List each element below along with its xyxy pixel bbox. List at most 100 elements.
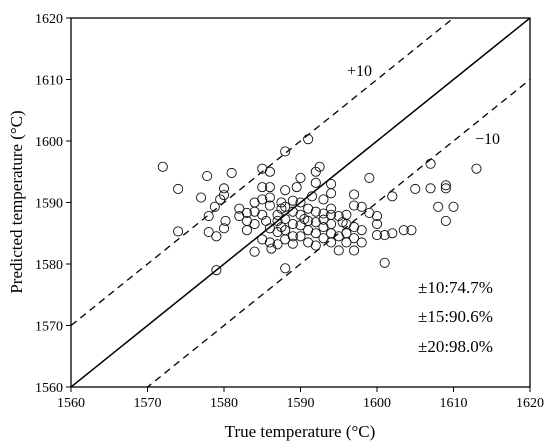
data-point	[173, 183, 184, 195]
data-point	[410, 183, 421, 195]
data-point	[173, 226, 184, 237]
data-point	[295, 231, 306, 242]
data-point	[425, 158, 436, 169]
data-point	[440, 180, 451, 191]
data-point	[218, 190, 230, 201]
data-point	[348, 189, 360, 200]
data-point	[356, 237, 367, 248]
data-point	[356, 201, 367, 212]
data-point	[295, 220, 306, 231]
data-point	[280, 146, 291, 157]
x-tick-label: 1580	[210, 396, 238, 411]
x-tick-label: 1610	[440, 396, 468, 411]
y-tick-label: 1600	[35, 135, 63, 150]
data-point	[440, 183, 451, 194]
data-point	[303, 134, 314, 145]
data-point	[280, 201, 291, 212]
x-tick-label: 1600	[363, 396, 391, 411]
data-point	[226, 167, 237, 179]
data-point	[425, 183, 436, 194]
data-point	[195, 192, 207, 203]
data-point	[266, 243, 277, 254]
data-point	[310, 217, 321, 228]
data-point	[348, 233, 360, 244]
data-point	[220, 215, 231, 226]
data-point	[379, 230, 390, 241]
y-tick-label: 1560	[35, 381, 63, 396]
y-axis-ticks: 1560 1570 1580 1590 1600 1610 1620	[35, 12, 71, 396]
reference-line-plus-10	[71, 18, 455, 327]
data-point	[310, 206, 321, 217]
data-point	[318, 214, 329, 225]
annotation-minus-10: −10	[475, 131, 500, 148]
data-point	[218, 223, 230, 234]
data-point	[371, 218, 383, 230]
data-point	[356, 225, 367, 236]
data-point	[448, 201, 459, 212]
data-point	[295, 197, 306, 208]
data-point	[203, 226, 214, 238]
data-point	[295, 172, 306, 183]
y-tick-label: 1610	[35, 74, 63, 89]
data-point	[314, 161, 325, 172]
annotation-plus-10: +10	[347, 63, 372, 80]
reference-line-identity	[71, 18, 530, 387]
data-point	[257, 182, 268, 193]
data-point	[306, 191, 318, 202]
data-point	[333, 245, 344, 256]
reference-lines	[71, 18, 530, 387]
data-point	[241, 225, 252, 236]
data-point	[318, 233, 329, 244]
data-point	[234, 203, 245, 214]
stat-line-15: ±15:90.6%	[418, 307, 493, 326]
data-point	[318, 208, 329, 219]
data-point	[433, 201, 444, 212]
data-point	[348, 245, 360, 256]
data-point	[387, 228, 398, 239]
x-tick-label: 1620	[516, 396, 544, 411]
data-point	[241, 207, 252, 219]
y-tick-label: 1570	[35, 320, 63, 335]
data-point	[371, 230, 383, 241]
y-tick-label: 1590	[35, 197, 63, 212]
data-point	[371, 210, 383, 222]
data-point	[257, 209, 268, 220]
data-point	[264, 237, 275, 248]
data-point	[310, 240, 321, 251]
data-point	[211, 231, 222, 242]
data-point	[333, 210, 344, 222]
data-point	[272, 209, 283, 220]
x-tick-label: 1590	[287, 396, 315, 411]
data-point	[264, 166, 275, 177]
data-point	[440, 215, 451, 226]
y-axis-title: Predicted temperature (°C)	[7, 110, 26, 293]
data-point	[280, 185, 291, 196]
data-point	[257, 194, 268, 205]
data-point	[287, 231, 298, 242]
data-point	[326, 178, 337, 190]
data-point	[341, 237, 352, 248]
data-point	[326, 218, 337, 230]
data-point	[203, 210, 214, 222]
stat-line-20: ±20:98.0%	[418, 337, 493, 356]
reference-line-minus-10	[146, 78, 530, 387]
data-point	[387, 191, 398, 202]
data-point	[202, 171, 213, 182]
data-point	[287, 238, 298, 249]
x-tick-label: 1570	[134, 396, 162, 411]
x-axis-title: True temperature (°C)	[225, 422, 376, 441]
data-point	[264, 200, 275, 211]
data-point	[218, 183, 230, 194]
data-point	[310, 177, 321, 188]
data-point	[272, 215, 283, 226]
data-point	[310, 228, 321, 239]
data-point	[291, 182, 302, 193]
data-point	[398, 225, 409, 236]
stat-line-10: ±10:74.7%	[418, 278, 493, 297]
data-point	[280, 214, 291, 225]
data-point	[264, 192, 275, 203]
data-point	[249, 218, 260, 230]
data-point	[406, 225, 417, 236]
data-point	[318, 194, 329, 205]
